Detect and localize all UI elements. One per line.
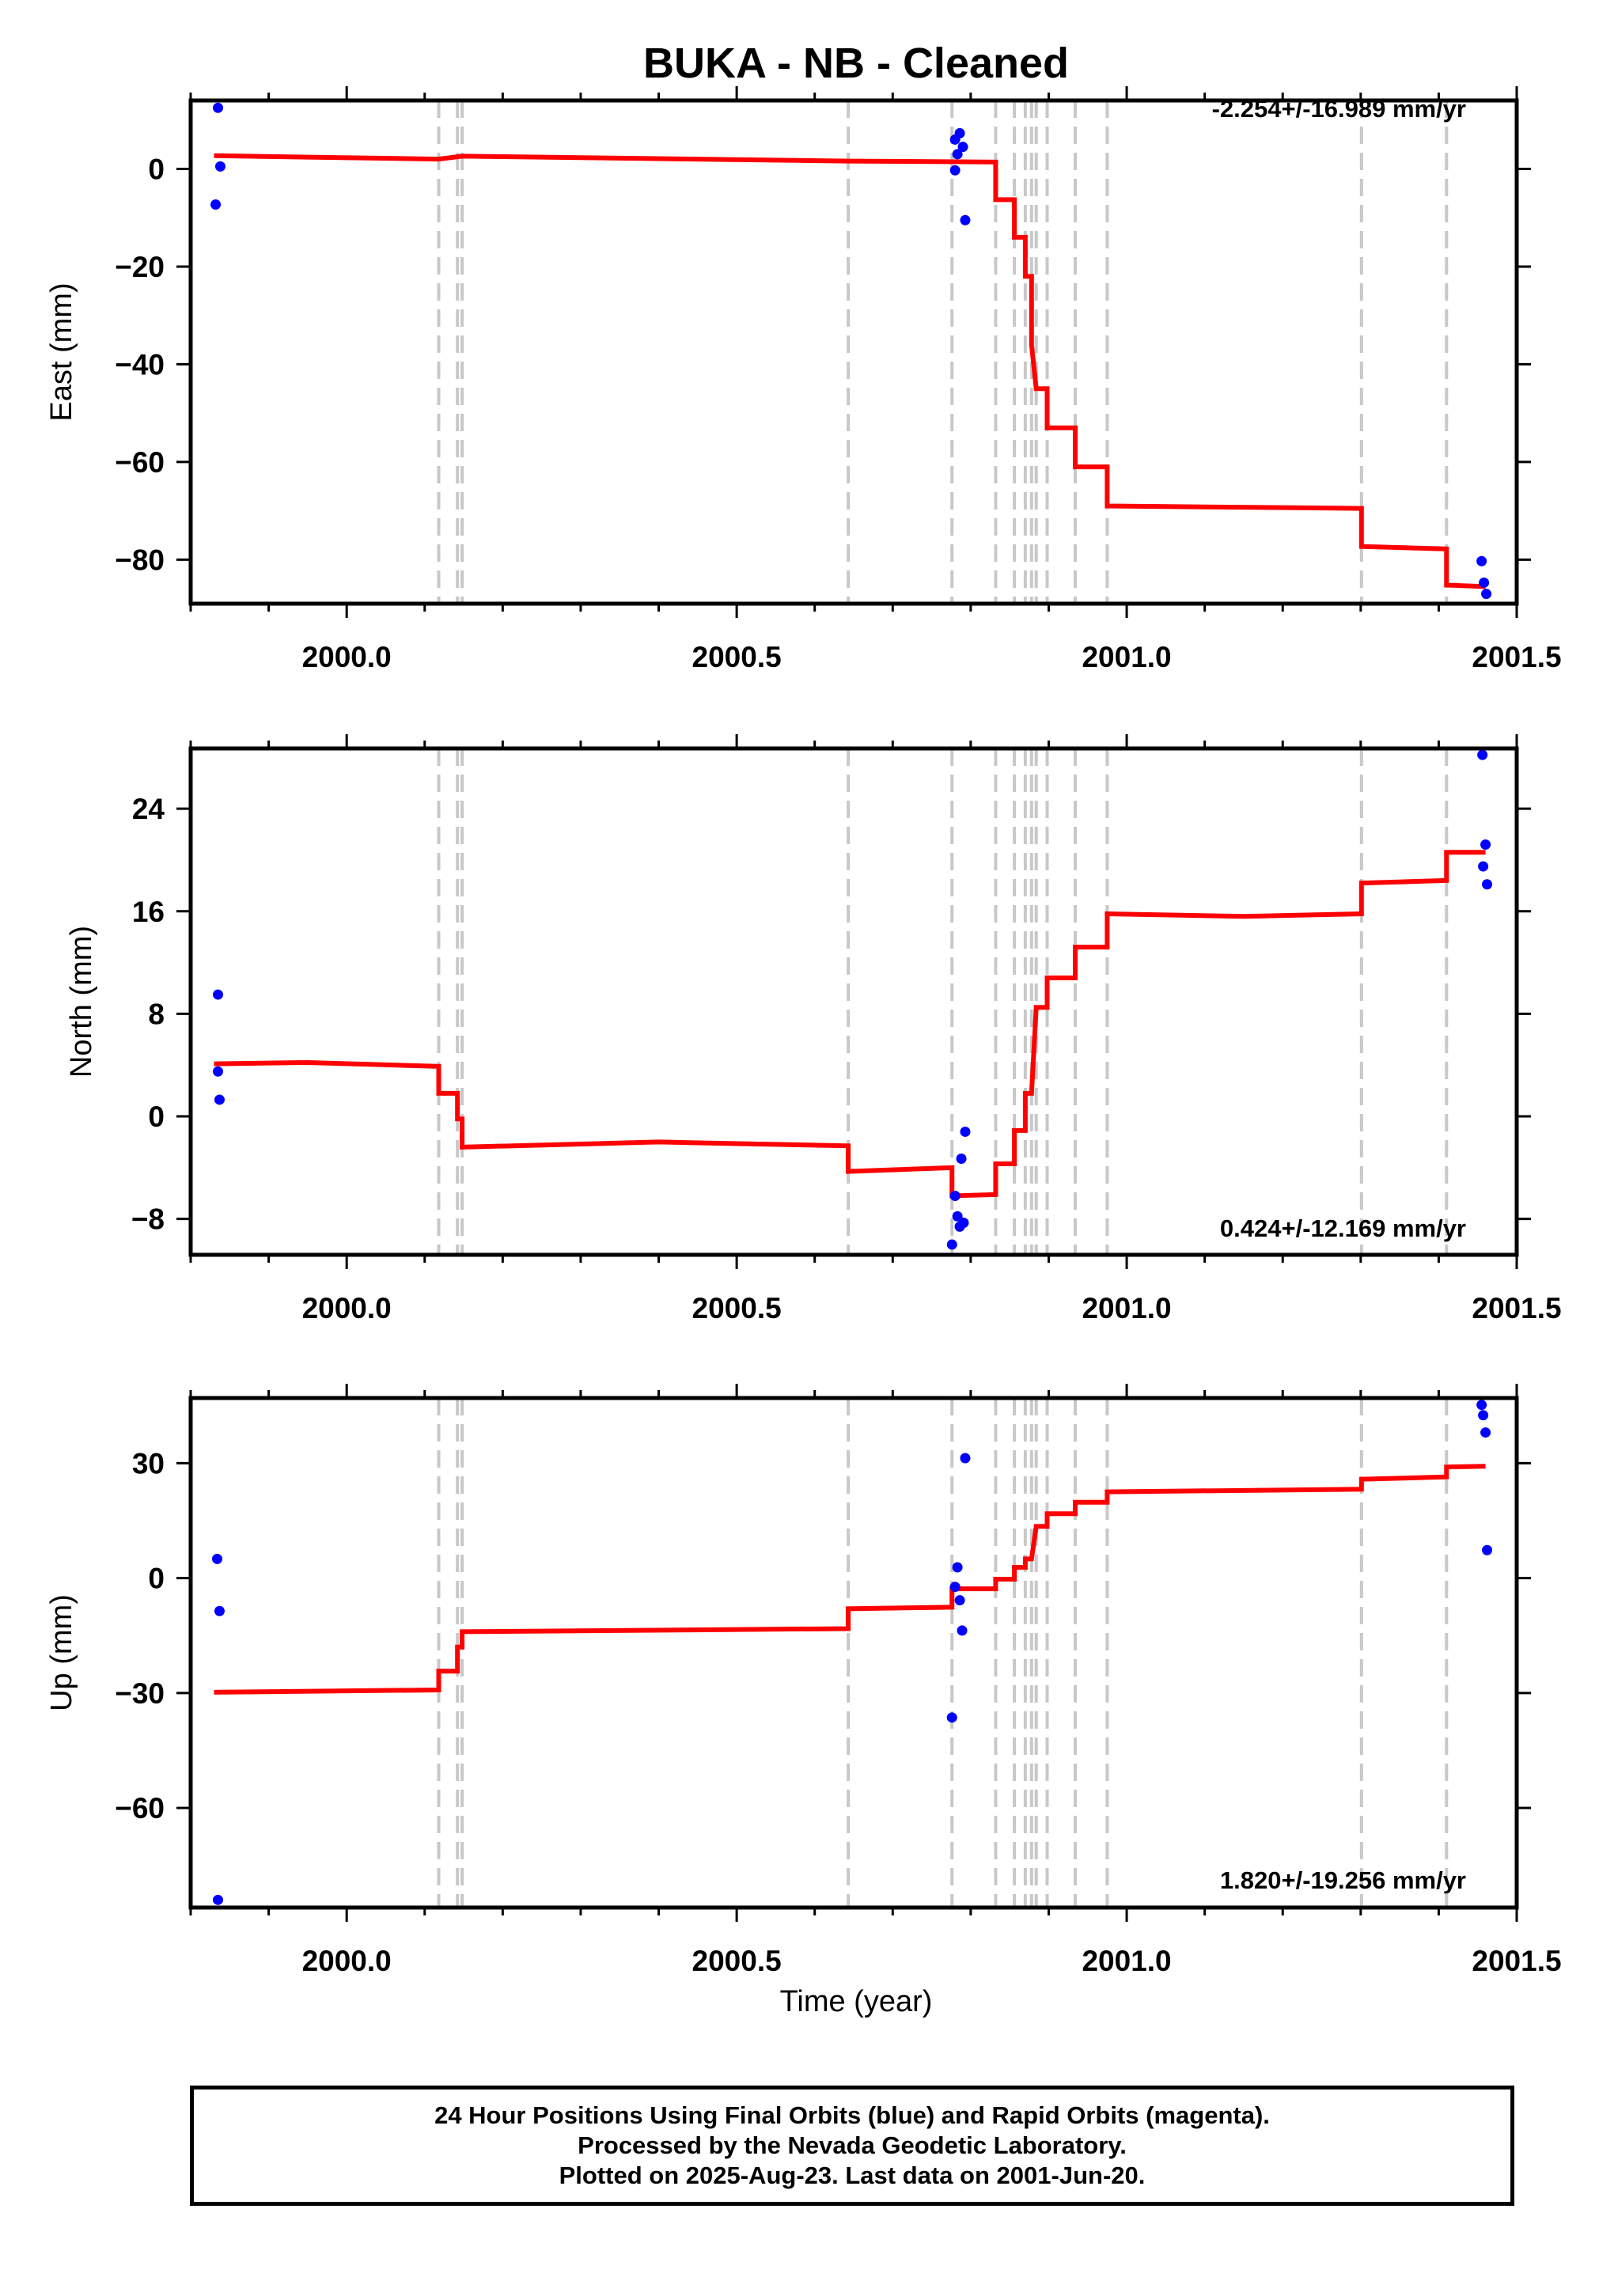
data-point — [212, 1553, 223, 1564]
model-fit-line — [214, 153, 1486, 589]
data-point — [210, 199, 222, 210]
x-tick-label: 2001.5 — [1472, 641, 1561, 673]
rate-label: 0.424+/-12.169 mm/yr — [1220, 1214, 1466, 1242]
y-tick-label: −30 — [115, 1677, 165, 1710]
data-point — [1480, 1427, 1491, 1438]
panel-frame — [188, 746, 1519, 1257]
data-point — [954, 1595, 965, 1606]
y-tick-label: −60 — [115, 446, 165, 479]
rate-label: -2.254+/-16.989 mm/yr — [1212, 95, 1466, 123]
y-tick-label: 8 — [148, 998, 165, 1030]
x-tick-label: 2001.0 — [1082, 1945, 1171, 1977]
data-point — [214, 1094, 225, 1105]
model-fit-line — [214, 850, 1486, 1199]
x-tick-label: 2000.5 — [692, 1292, 782, 1324]
data-point — [946, 1712, 957, 1723]
data-point — [1482, 1544, 1493, 1555]
data-point — [1480, 839, 1491, 851]
y-tick-label: −60 — [115, 1792, 165, 1824]
panel-frame — [188, 1396, 1519, 1910]
data-point — [957, 1625, 968, 1636]
rate-label: 1.820+/-19.256 mm/yr — [1220, 1866, 1466, 1894]
panel-north: 2000.0 2000.5 2001.0 2001.5 24 16 8 0 −8 North (m… — [65, 734, 1562, 1324]
data-point — [1477, 749, 1488, 760]
y-axis-label: North (mm) — [65, 926, 98, 1078]
data-point — [213, 1894, 224, 1905]
footer-line-2: Processed by the Nevada Geodetic Laborat… — [578, 2131, 1127, 2159]
data-point — [1476, 1400, 1487, 1411]
y-tick-label: 0 — [148, 1563, 165, 1595]
footer-info-box: 24 Hour Positions Using Final Orbits (bl… — [190, 2086, 1514, 2206]
data-point — [960, 1453, 971, 1464]
x-tick-label: 2000.5 — [692, 1945, 782, 1977]
x-tick-label: 2001.0 — [1082, 641, 1171, 673]
data-point — [214, 1605, 225, 1616]
data-point — [949, 1190, 961, 1201]
data-point — [1481, 589, 1492, 600]
data-point — [956, 1153, 967, 1164]
data-point — [952, 1562, 963, 1573]
x-tick-label: 2001.0 — [1082, 1292, 1171, 1324]
data-point — [946, 1239, 957, 1250]
y-tick-label: 0 — [148, 1101, 165, 1133]
y-tick-label: 24 — [132, 793, 165, 825]
data-point — [1479, 577, 1490, 588]
panel-east: 2000.0 2000.5 2001.0 2001.5 0 −20 −40 −60 −80 Eas… — [45, 86, 1562, 673]
y-tick-label: −40 — [115, 348, 165, 381]
x-tick-label: 2000.5 — [692, 641, 782, 673]
data-point — [1478, 1410, 1489, 1421]
panel-frame — [188, 98, 1519, 606]
data-point — [214, 161, 225, 172]
y-tick-label: 30 — [132, 1447, 165, 1480]
data-point — [213, 1066, 224, 1077]
data-point — [958, 1217, 969, 1228]
data-point — [213, 102, 224, 113]
data-point — [949, 1582, 961, 1593]
x-tick-label: 2001.5 — [1472, 1292, 1561, 1324]
data-point — [213, 989, 224, 1000]
data-point — [960, 214, 971, 225]
footer-line-3: Plotted on 2025-Aug-23. Last data on 200… — [559, 2161, 1146, 2189]
footer-line-1: 24 Hour Positions Using Final Orbits (bl… — [434, 2101, 1270, 2129]
panel-up: 2000.0 2000.5 2001.0 2001.5 30 0 −30 −60 Up (mm)… — [45, 1384, 1562, 1977]
data-point — [949, 165, 961, 176]
data-point — [957, 142, 968, 153]
data-point — [952, 1211, 963, 1222]
x-axis-label: Time (year) — [780, 1985, 933, 2018]
data-point — [952, 149, 963, 160]
data-point — [1476, 555, 1487, 566]
data-point — [1478, 861, 1489, 872]
data-point — [1482, 879, 1493, 890]
x-tick-label: 2000.0 — [302, 1945, 392, 1977]
model-fit-line — [214, 1464, 1486, 1695]
x-tick-label: 2000.0 — [302, 1292, 392, 1324]
y-axis-label: Up (mm) — [45, 1594, 78, 1711]
data-point — [954, 127, 965, 138]
y-tick-label: −8 — [131, 1203, 165, 1236]
data-point — [960, 1126, 971, 1137]
figure-title: BUKA - NB - Cleaned — [643, 40, 1069, 87]
y-axis-label: East (mm) — [45, 282, 78, 421]
y-tick-label: 16 — [132, 896, 165, 928]
y-tick-label: 0 — [148, 153, 165, 185]
y-tick-label: −20 — [115, 251, 165, 283]
y-tick-label: −80 — [115, 544, 165, 576]
x-tick-label: 2001.5 — [1472, 1945, 1561, 1977]
x-tick-label: 2000.0 — [302, 641, 392, 673]
